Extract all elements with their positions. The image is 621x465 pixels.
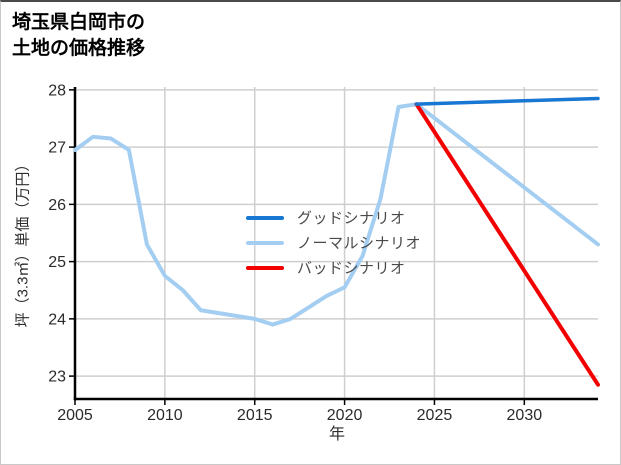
legend-label: バッドシナリオ [297, 260, 406, 277]
y-tick-label: 25 [48, 254, 66, 271]
y-tick-label: 26 [48, 197, 66, 214]
legend-swatch [246, 240, 284, 245]
x-tick-label: 2015 [237, 407, 273, 424]
y-tick-label: 27 [48, 140, 66, 157]
series-normal-scenario-line [73, 102, 600, 327]
chart-title: 埼玉県白岡市の 土地の価格推移 [12, 10, 145, 62]
legend-item: グッドシナリオ [246, 205, 421, 230]
y-tick-label: 23 [48, 369, 66, 386]
x-axis-title: 年 [328, 426, 346, 443]
series-bad-scenario-line [414, 102, 600, 387]
x-tick-label: 2020 [327, 407, 363, 424]
series-good-scenario-line [414, 96, 600, 106]
chart-title-line1: 埼玉県白岡市の [12, 12, 146, 33]
x-tick-label: 2010 [147, 407, 183, 424]
x-tick-label: 2030 [507, 407, 543, 424]
legend: グッドシナリオ ノーマルシナリオ バッドシナリオ [246, 205, 421, 280]
y-axis-title: 坪（3.3㎡）単価（万円） [14, 156, 32, 328]
chart-title-line2: 土地の価格推移 [12, 38, 146, 59]
legend-swatch [246, 215, 284, 220]
legend-swatch [246, 265, 284, 270]
y-tick-label: 28 [48, 82, 66, 99]
legend-label: グッドシナリオ [297, 210, 406, 227]
y-tick-label: 24 [48, 311, 66, 328]
x-tick-label: 2005 [57, 407, 93, 424]
legend-item: バッドシナリオ [246, 255, 421, 280]
legend-item: ノーマルシナリオ [246, 230, 421, 255]
x-tick-label: 2025 [417, 407, 453, 424]
legend-label: ノーマルシナリオ [297, 235, 422, 252]
